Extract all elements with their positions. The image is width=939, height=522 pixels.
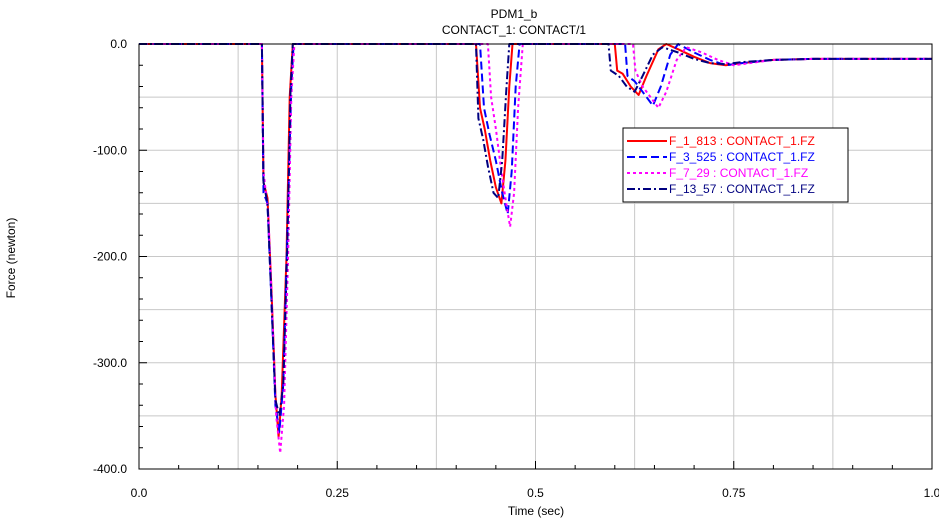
legend-label: F_7_29 : CONTACT_1.FZ (669, 166, 808, 180)
x-tick-label: 0.25 (326, 486, 350, 500)
series-line (139, 43, 932, 439)
series-line (139, 43, 932, 417)
x-tick-label: 1.0 (924, 486, 939, 500)
series-group (139, 43, 932, 455)
y-tick-labels: 0.0 -100.0 -200.0 -300.0 -400.0 (93, 37, 127, 476)
chart-title: PDM1_b (491, 7, 538, 21)
x-tick-label: 0.0 (131, 486, 148, 500)
y-tick-label: -200.0 (93, 250, 127, 264)
x-tick-label: 0.5 (527, 486, 544, 500)
chart-subtitle: CONTACT_1: CONTACT/1 (442, 23, 587, 37)
legend-label: F_3_525 : CONTACT_1.FZ (669, 150, 815, 164)
x-tick-labels: 0.0 0.25 0.5 0.75 1.0 (131, 486, 939, 500)
series-line (139, 43, 932, 433)
x-tick-label: 0.75 (722, 486, 746, 500)
legend-label: F_13_57 : CONTACT_1.FZ (669, 182, 815, 196)
legend-label: F_1_813 : CONTACT_1.FZ (669, 134, 815, 148)
y-tick-label: -400.0 (93, 462, 127, 476)
axis-ticks (138, 43, 933, 470)
y-tick-label: -300.0 (93, 356, 127, 370)
y-tick-label: -100.0 (93, 143, 127, 157)
legend: F_1_813 : CONTACT_1.FZ F_3_525 : CONTACT_… (622, 127, 849, 203)
x-axis-label: Time (sec) (508, 504, 564, 518)
y-tick-label: 0.0 (110, 37, 127, 51)
grid-lines (139, 44, 932, 469)
y-axis-label: Force (newton) (4, 218, 18, 299)
